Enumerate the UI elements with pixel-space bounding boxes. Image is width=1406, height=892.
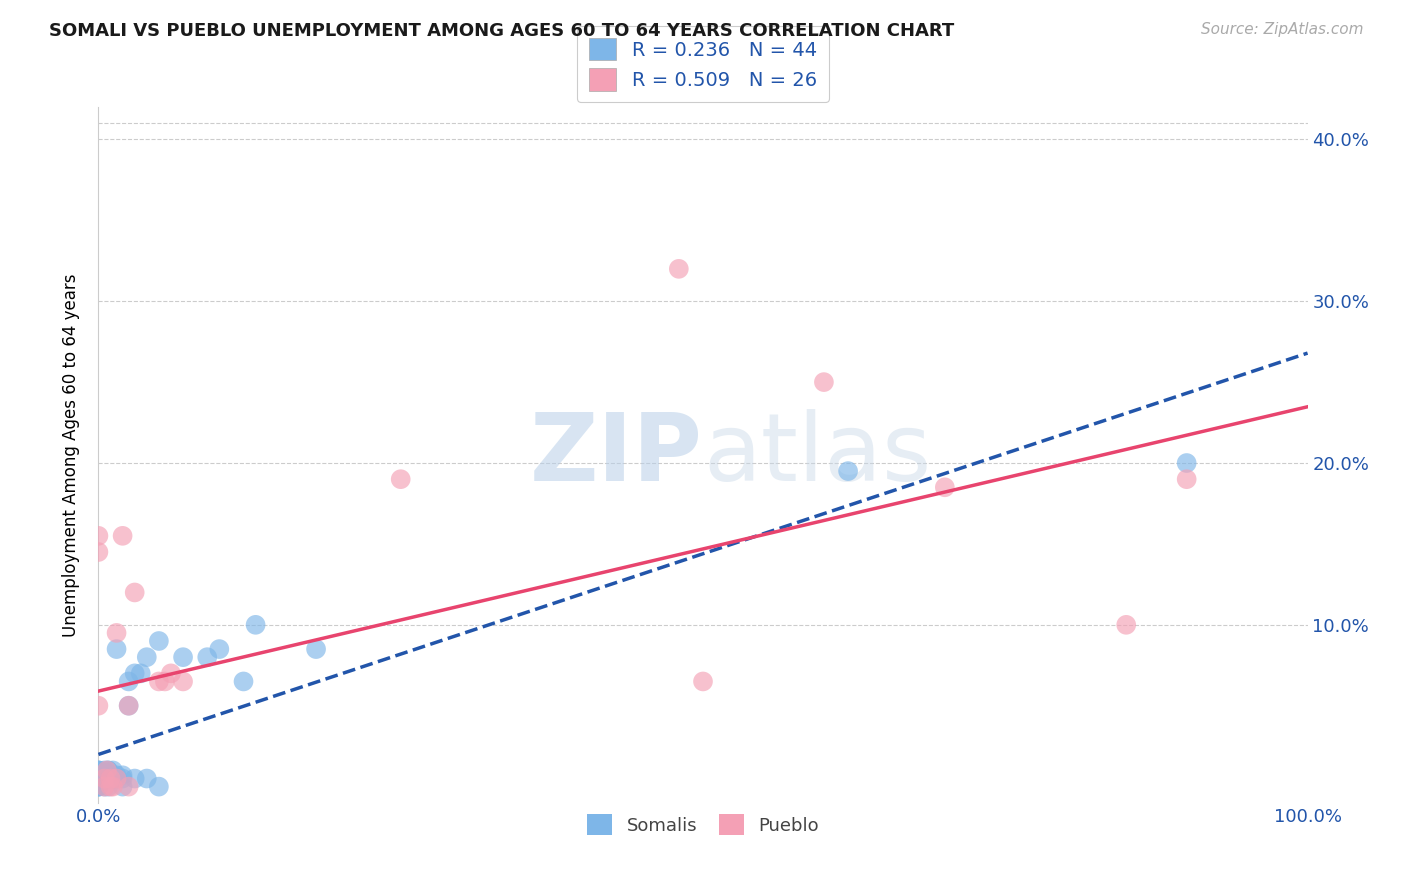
Point [97, 764, 120, 778]
Point [93, 780, 115, 794]
Point [87, 545, 110, 559]
Point [305, 642, 328, 657]
Point [148, 674, 170, 689]
Point [96, 764, 118, 778]
Point [97, 780, 120, 794]
Point [160, 666, 183, 681]
Text: atlas: atlas [703, 409, 931, 501]
Point [111, 529, 134, 543]
Point [692, 674, 714, 689]
Point [87, 764, 110, 778]
Point [148, 634, 170, 648]
Point [87, 698, 110, 713]
Point [87, 780, 110, 794]
Point [153, 674, 176, 689]
Point [118, 698, 141, 713]
Point [195, 650, 218, 665]
Point [837, 464, 859, 478]
Point [101, 768, 124, 782]
Point [105, 772, 128, 786]
Point [172, 674, 194, 689]
Point [172, 650, 194, 665]
Point [111, 772, 134, 786]
Point [101, 780, 124, 794]
Point [111, 780, 134, 794]
Point [118, 780, 141, 794]
Y-axis label: Unemployment Among Ages 60 to 64 years: Unemployment Among Ages 60 to 64 years [62, 273, 80, 637]
Point [111, 768, 134, 782]
Point [129, 666, 152, 681]
Point [232, 674, 254, 689]
Point [87, 780, 110, 794]
Point [105, 642, 128, 657]
Point [97, 768, 120, 782]
Point [101, 772, 124, 786]
Point [93, 764, 115, 778]
Point [93, 766, 115, 780]
Text: ZIP: ZIP [530, 409, 703, 501]
Point [124, 772, 146, 786]
Point [87, 772, 110, 786]
Legend: Somalis, Pueblo: Somalis, Pueblo [579, 807, 827, 842]
Point [1175, 456, 1198, 470]
Point [97, 772, 120, 786]
Point [93, 772, 115, 786]
Point [1175, 472, 1198, 486]
Point [87, 764, 110, 778]
Point [124, 585, 146, 599]
Point [97, 772, 120, 786]
Text: Source: ZipAtlas.com: Source: ZipAtlas.com [1201, 22, 1364, 37]
Point [97, 764, 120, 778]
Point [93, 772, 115, 786]
Point [118, 698, 141, 713]
Point [668, 261, 690, 276]
Point [100, 772, 122, 786]
Point [105, 768, 128, 782]
Point [100, 780, 122, 794]
Text: SOMALI VS PUEBLO UNEMPLOYMENT AMONG AGES 60 TO 64 YEARS CORRELATION CHART: SOMALI VS PUEBLO UNEMPLOYMENT AMONG AGES… [49, 22, 955, 40]
Point [87, 772, 110, 786]
Point [105, 626, 128, 640]
Point [118, 674, 141, 689]
Point [1115, 617, 1137, 632]
Point [93, 780, 115, 794]
Point [148, 780, 170, 794]
Point [105, 772, 128, 786]
Point [87, 780, 110, 794]
Point [813, 375, 835, 389]
Point [389, 472, 412, 486]
Point [135, 650, 157, 665]
Point [87, 529, 110, 543]
Point [208, 642, 231, 657]
Point [135, 772, 157, 786]
Point [245, 617, 267, 632]
Point [87, 764, 110, 778]
Point [124, 666, 146, 681]
Point [934, 480, 956, 494]
Point [101, 764, 124, 778]
